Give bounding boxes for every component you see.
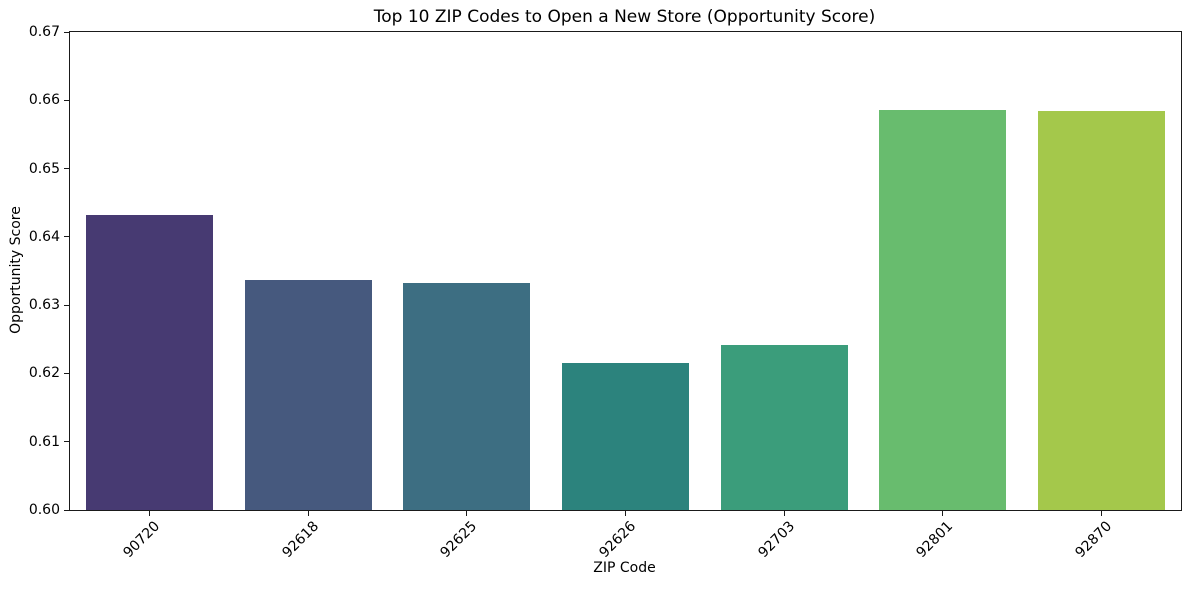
y-tick-mark bbox=[64, 99, 70, 101]
y-tick-mark bbox=[64, 372, 70, 374]
x-tick-mark bbox=[1101, 510, 1103, 516]
y-tick-label: 0.65 bbox=[28, 160, 60, 177]
x-axis-label: ZIP Code bbox=[593, 560, 656, 576]
x-tick-mark bbox=[625, 510, 626, 516]
y-tick-label: 0.66 bbox=[28, 92, 60, 109]
x-tick-label: 92625 bbox=[437, 518, 481, 562]
plot-area: 0.60 0.61 0.62 0.63 0.64 0.65 0.66 0.67 90720 926… bbox=[29, 25, 1182, 561]
bar-92703 bbox=[720, 345, 848, 510]
y-tick-label: 0.64 bbox=[28, 228, 60, 245]
x-tick-mark bbox=[942, 510, 944, 516]
y-tick-label: 0.63 bbox=[28, 297, 60, 314]
x-tick-label: 92801 bbox=[913, 518, 957, 562]
bar-92626 bbox=[562, 362, 689, 510]
x-tick-mark bbox=[783, 510, 785, 516]
y-tick-label: 0.60 bbox=[28, 502, 60, 518]
y-tick-label: 0.67 bbox=[28, 24, 60, 40]
x-tick-label: 90720 bbox=[120, 518, 163, 562]
y-tick-mark bbox=[64, 168, 70, 170]
y-tick-label: 0.62 bbox=[28, 365, 60, 382]
y-tick-label: 0.61 bbox=[28, 433, 60, 450]
bar-92618 bbox=[244, 279, 372, 510]
y-tick-mark bbox=[64, 441, 70, 443]
chart-title: Top 10 ZIP Codes to Open a New Store (Op… bbox=[373, 7, 876, 27]
x-tick-label: 92870 bbox=[1072, 518, 1116, 562]
y-tick-mark bbox=[64, 304, 70, 306]
bar-92625 bbox=[403, 283, 531, 510]
y-tick-mark bbox=[64, 31, 70, 33]
bar-92801 bbox=[879, 109, 1007, 510]
y-tick-mark bbox=[64, 509, 70, 511]
y-tick-mark bbox=[64, 236, 70, 238]
x-tick-label: 92703 bbox=[754, 518, 798, 562]
x-tick-mark bbox=[466, 510, 468, 516]
x-tick-mark bbox=[148, 510, 150, 516]
x-tick-label: 92626 bbox=[596, 518, 640, 562]
y-axis-label: Opportunity Score bbox=[8, 206, 24, 334]
x-tick-label: 92618 bbox=[278, 518, 322, 562]
bar-92870 bbox=[1038, 110, 1166, 510]
x-tick-mark bbox=[307, 510, 309, 516]
bar-90720 bbox=[85, 215, 213, 510]
